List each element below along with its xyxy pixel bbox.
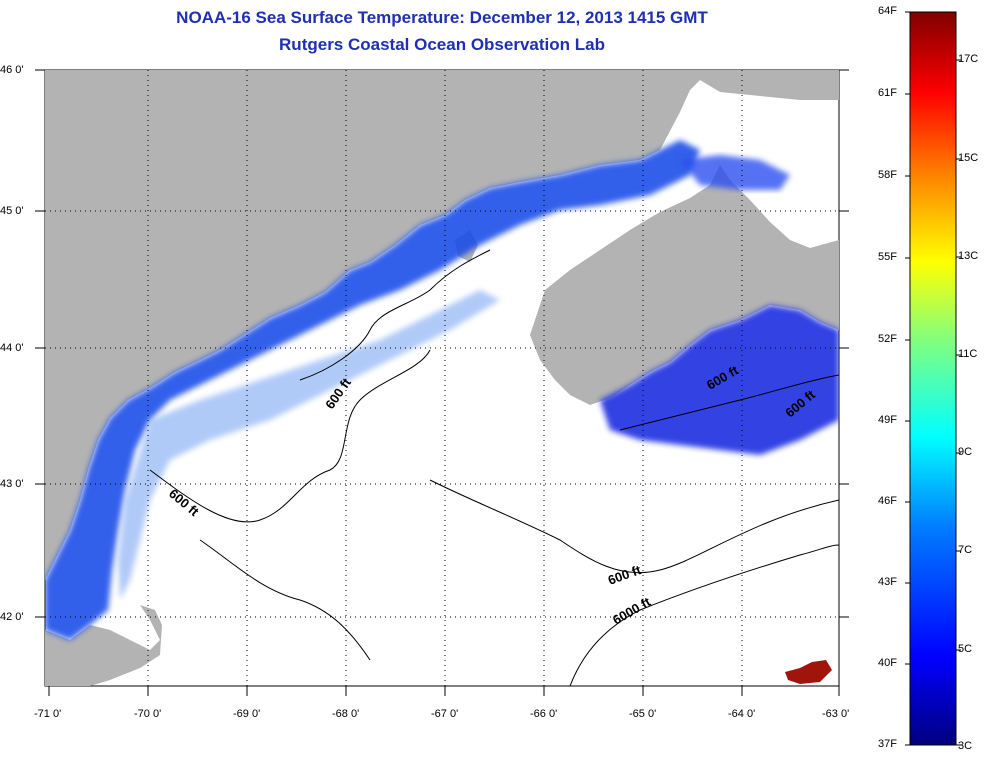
colorbar-c-9: 9C bbox=[958, 446, 973, 458]
colorbar-c-5: 5C bbox=[958, 643, 973, 655]
lon-label-66: -66 0' bbox=[530, 708, 558, 720]
colorbar-f-46: 46F bbox=[878, 495, 897, 507]
sst-coastal-band bbox=[45, 140, 700, 640]
lon-label-63: -63 0' bbox=[822, 708, 850, 720]
colorbar-f-49: 49F bbox=[878, 414, 897, 426]
colorbar-f-43: 43F bbox=[878, 576, 897, 588]
lon-label-71: -71 0' bbox=[34, 708, 62, 720]
colorbar-f-64: 64F bbox=[878, 5, 897, 17]
lon-label-67: -67 0' bbox=[431, 708, 459, 720]
colorbar-c-7: 7C bbox=[958, 544, 973, 556]
land-nova-scotia bbox=[530, 165, 839, 405]
lon-label-64: -64 0' bbox=[728, 708, 756, 720]
colorbar-c-3: 3C bbox=[958, 740, 973, 752]
lat-label-45: 45 0' bbox=[0, 205, 24, 217]
lat-label-42: 42 0' bbox=[0, 611, 24, 623]
lon-label-70: -70 0' bbox=[134, 708, 162, 720]
title-line-2: Rutgers Coastal Ocean Observation Lab bbox=[279, 35, 605, 54]
lon-label-65: -65 0' bbox=[629, 708, 657, 720]
colorbar-f-58: 58F bbox=[878, 169, 897, 181]
colorbar-f-40: 40F bbox=[878, 657, 897, 669]
lat-label-44: 44 0' bbox=[0, 342, 24, 354]
colorbar-c-11: 11C bbox=[958, 348, 978, 360]
colorbar-f-52: 52F bbox=[878, 333, 897, 345]
depth-contours bbox=[149, 249, 839, 686]
sst-light-band bbox=[118, 290, 500, 600]
colorbar-f-55: 55F bbox=[878, 251, 897, 263]
colorbar-ticks bbox=[905, 11, 961, 746]
title-line-1: NOAA-16 Sea Surface Temperature: Decembe… bbox=[176, 8, 708, 27]
colorbar-c-13: 13C bbox=[958, 250, 979, 262]
colorbar-c-15: 15C bbox=[958, 152, 979, 164]
sst-warm-patch bbox=[785, 660, 832, 684]
land-cape-cod bbox=[45, 605, 162, 686]
colorbar-f-37: 37F bbox=[878, 738, 897, 750]
lat-label-46: 46 0' bbox=[0, 64, 24, 76]
land-mainland bbox=[45, 70, 839, 580]
lon-label-68: -68 0' bbox=[332, 708, 360, 720]
colorbar bbox=[909, 11, 957, 746]
frame-ticks bbox=[35, 69, 849, 696]
colorbar-f-61: 61F bbox=[878, 87, 897, 99]
sst-fundy-band bbox=[680, 155, 790, 190]
sst-scotian-band bbox=[600, 305, 839, 455]
lat-label-43: 43 0' bbox=[0, 478, 24, 490]
colorbar-c-17: 17C bbox=[958, 53, 979, 65]
lon-label-69: -69 0' bbox=[233, 708, 261, 720]
